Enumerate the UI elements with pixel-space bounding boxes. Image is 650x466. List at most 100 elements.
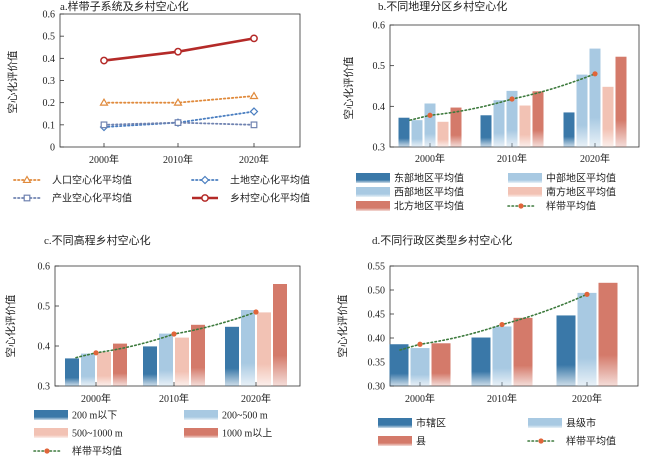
legend-swatch	[184, 428, 218, 438]
data-point	[100, 56, 108, 65]
x-tick-label: 2020年	[239, 153, 269, 166]
panel-title: d.不同行政区类型乡村空心化	[372, 233, 512, 247]
y-tick-label: 0.50	[368, 286, 386, 297]
y-tick-label: 0.4	[43, 54, 56, 65]
legend-swatch	[356, 187, 390, 197]
bar	[241, 310, 255, 386]
legend-marker	[538, 438, 544, 444]
panel-title: c.不同高程乡村空心化	[44, 233, 151, 247]
bar	[589, 48, 601, 147]
legend-label: 200 m以下	[72, 411, 117, 422]
y-tick-label: 0	[50, 143, 55, 154]
y-tick-label: 0.35	[368, 358, 386, 369]
bar	[273, 284, 287, 386]
legend-label: 产业空心化平均值	[52, 192, 132, 205]
legend-label: 1000 m以上	[222, 428, 272, 440]
bar	[97, 352, 111, 386]
data-point	[174, 119, 182, 127]
legend-label: 北方地区平均值	[394, 200, 464, 213]
legend-swatch	[34, 428, 68, 438]
bar	[113, 343, 127, 386]
y-axis-label: 空心化评价值	[336, 294, 349, 357]
bar	[143, 346, 157, 386]
bar	[563, 112, 575, 147]
y-axis-label: 空心化评价值	[4, 294, 17, 357]
legend-label: 中部地区平均值	[546, 172, 616, 185]
legend-label: 样带平均值	[566, 435, 616, 448]
bar	[81, 353, 95, 386]
bar	[410, 348, 430, 386]
legend-swatch	[508, 187, 542, 197]
trend-line	[75, 311, 257, 359]
trend-point	[499, 321, 505, 328]
legend-marker	[200, 175, 210, 185]
data-point	[99, 97, 109, 106]
bar	[191, 324, 205, 386]
bar	[493, 100, 505, 147]
legend-label: 县	[416, 436, 426, 448]
bar	[602, 86, 614, 147]
legend-label: 样带平均值	[72, 445, 122, 458]
trend-point	[509, 96, 515, 102]
data-point	[250, 34, 258, 43]
data-point	[249, 91, 259, 100]
bar	[450, 107, 462, 147]
legend-swatch	[356, 201, 390, 211]
legend-label: 县级市	[566, 417, 596, 430]
legend-label: 500~1000 m	[72, 429, 123, 440]
bar	[576, 74, 588, 147]
legend-label: 土地空心化平均值	[230, 174, 310, 187]
legend-label: 南方地区平均值	[546, 186, 616, 199]
bar	[471, 337, 491, 386]
legend-label: 200~500 m	[222, 411, 268, 422]
bar	[431, 343, 451, 386]
legend-marker	[23, 194, 31, 202]
y-tick-label: 0.55	[368, 262, 386, 273]
bar	[519, 105, 531, 147]
x-tick-label: 2020年	[572, 392, 602, 405]
bar	[389, 344, 409, 386]
y-tick-label: 0.3	[43, 76, 56, 87]
plot-frame	[59, 13, 301, 148]
bar	[532, 91, 544, 147]
y-tick-label: 0.40	[368, 334, 386, 345]
legend-swatch	[34, 410, 68, 420]
bar	[159, 333, 173, 386]
trend-point	[93, 350, 99, 356]
y-tick-label: 0.4	[373, 102, 386, 113]
legend-marker	[201, 194, 209, 202]
bar	[492, 326, 512, 386]
data-point	[249, 107, 259, 116]
x-tick-label: 2020年	[580, 152, 610, 165]
x-tick-label: 2000年	[405, 392, 435, 405]
legend-label: 市辖区	[416, 417, 446, 430]
x-tick-label: 2010年	[497, 152, 527, 165]
legend-swatch	[508, 173, 542, 183]
trend-line	[409, 73, 596, 121]
bar	[615, 56, 627, 147]
trend-point	[417, 341, 423, 347]
trend-point	[171, 331, 177, 337]
legend-label: 西部地区平均值	[394, 186, 464, 199]
data-point	[250, 121, 258, 129]
panel-title: b.不同地理分区乡村空心化	[378, 0, 507, 13]
y-tick-label: 0.3	[373, 143, 386, 154]
x-tick-label: 2010年	[487, 392, 517, 405]
bar	[65, 358, 79, 386]
y-tick-label: 0.4	[38, 342, 51, 353]
bar	[577, 292, 597, 386]
y-tick-label: 0.2	[43, 98, 56, 109]
legend-swatch	[356, 173, 390, 183]
legend-label: 东部地区平均值	[394, 172, 464, 185]
y-tick-label: 0.5	[43, 32, 56, 43]
y-tick-label: 0.5	[373, 61, 386, 72]
legend-label: 样带平均值	[546, 200, 596, 213]
